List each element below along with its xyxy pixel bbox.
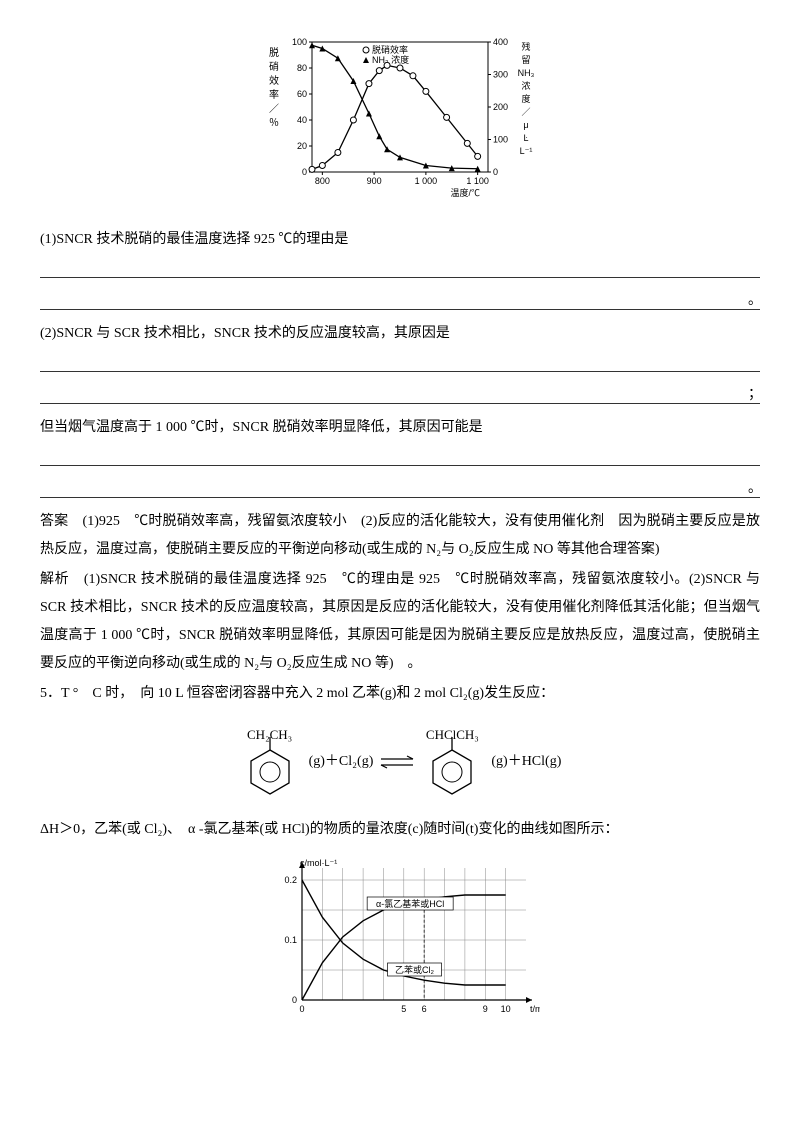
svg-text:6: 6 <box>422 1004 427 1014</box>
question-2a: (2)SNCR 与 SCR 技术相比，SNCR 技术的反应温度较高，其原因是 <box>40 320 760 348</box>
svg-text:乙苯或Cl₂: 乙苯或Cl₂ <box>395 964 434 975</box>
svg-text:α-氯乙基苯或HCl: α-氯乙基苯或HCl <box>376 898 444 909</box>
svg-text:／: ／ <box>269 103 279 115</box>
question-5-tail: ΔH＞0，乙苯(或 Cl₂)、 α -氯乙基苯(或 HCl)的物质的量浓度(c)… <box>40 816 760 844</box>
blank-line <box>40 288 760 310</box>
answer-block: 答案 (1)925 ℃时脱硝效率高，残留氨浓度较小 (2)反应的活化能较大，没有… <box>40 508 760 564</box>
explain-label: 解析 <box>40 572 69 587</box>
svg-text:μ: μ <box>523 120 528 130</box>
reaction-equation: CH₂CH₃ (g)＋Cl₂(g) CHClCH₃ (g)＋HCl(g) <box>40 722 760 802</box>
svg-text:残: 残 <box>521 41 530 52</box>
svg-text:800: 800 <box>315 176 330 186</box>
svg-text:9: 9 <box>483 1004 488 1014</box>
svg-text:留: 留 <box>521 54 530 65</box>
blank-line <box>40 476 760 498</box>
svg-text:0: 0 <box>292 995 297 1005</box>
benzene-ring-reactant: CH₂CH₃ <box>235 722 305 802</box>
explain-text: (1)SNCR 技术脱硝的最佳温度选择 925 ℃的理由是 925 ℃时脱硝效率… <box>40 572 760 671</box>
svg-text:效: 效 <box>269 74 279 87</box>
reaction-mid2: (g)＋HCl(g) <box>491 748 561 776</box>
question-1: (1)SNCR 技术脱硝的最佳温度选择 925 ℃的理由是 <box>40 226 760 254</box>
chart-1: 02040608010001002003004008009001 0001 10… <box>40 30 760 211</box>
svg-text:L⁻¹: L⁻¹ <box>520 146 533 156</box>
svg-text:1 100: 1 100 <box>466 176 489 186</box>
svg-text:NH₃ 浓度: NH₃ 浓度 <box>372 54 409 65</box>
svg-text:脱: 脱 <box>269 46 279 59</box>
svg-text:温度/℃: 温度/℃ <box>450 187 480 198</box>
svg-text:100: 100 <box>292 37 307 47</box>
blank-line <box>40 256 760 278</box>
svg-text:度: 度 <box>521 93 530 104</box>
svg-text:0.1: 0.1 <box>284 935 297 945</box>
svg-text:％: ％ <box>269 118 279 129</box>
svg-text:0: 0 <box>299 1004 304 1014</box>
reaction-mid1: (g)＋Cl₂(g) <box>309 748 374 776</box>
svg-text:Ŀ: Ŀ <box>523 133 528 143</box>
svg-text:率: 率 <box>269 88 279 101</box>
chart-2: 0 5 6 9 10 t/min 0 0.1 0.2c/mol·L⁻¹ α-氯乙基苯或HCl 乙苯或… <box>40 854 760 1035</box>
svg-text:1 000: 1 000 <box>415 176 438 186</box>
question-2b: 但当烟气温度高于 1 000 ℃时，SNCR 脱硝效率明显降低，其原因可能是 <box>40 414 760 442</box>
answer-text: (1)925 ℃时脱硝效率高，残留氨浓度较小 (2)反应的活化能较大，没有使用催… <box>40 514 760 557</box>
svg-text:100: 100 <box>493 135 508 145</box>
svg-text:10: 10 <box>501 1004 511 1014</box>
svg-text:NH₃: NH₃ <box>518 68 535 78</box>
explain-block: 解析 (1)SNCR 技术脱硝的最佳温度选择 925 ℃的理由是 925 ℃时脱… <box>40 566 760 678</box>
equilibrium-arrow-icon <box>377 754 417 770</box>
svg-text:200: 200 <box>493 102 508 112</box>
svg-text:20: 20 <box>297 141 307 151</box>
svg-text:400: 400 <box>493 37 508 47</box>
svg-text:40: 40 <box>297 115 307 125</box>
blank-line <box>40 444 760 466</box>
chart-2-svg: 0 5 6 9 10 t/min 0 0.1 0.2c/mol·L⁻¹ α-氯乙基苯或HCl 乙苯或… <box>260 854 540 1024</box>
svg-text:0: 0 <box>302 167 307 177</box>
svg-text:80: 80 <box>297 63 307 73</box>
svg-text:0: 0 <box>493 167 498 177</box>
svg-text:t/min: t/min <box>530 1004 540 1014</box>
blank-line <box>40 350 760 372</box>
blank-line <box>40 382 760 404</box>
svg-text:60: 60 <box>297 89 307 99</box>
svg-text:0.2: 0.2 <box>284 875 297 885</box>
svg-text:浓: 浓 <box>521 81 530 91</box>
answer-label: 答案 <box>40 514 68 529</box>
svg-text:／: ／ <box>521 107 530 117</box>
svg-text:900: 900 <box>367 176 382 186</box>
svg-text:5: 5 <box>401 1004 406 1014</box>
chart-1-svg: 02040608010001002003004008009001 0001 10… <box>260 30 540 200</box>
svg-text:c/mol·L⁻¹: c/mol·L⁻¹ <box>300 858 337 868</box>
question-5-intro: 5．T ° C 时， 向 10 L 恒容密闭容器中充入 2 mol 乙苯(g)和… <box>40 680 760 708</box>
benzene-ring-product: CHClCH₃ <box>417 722 487 802</box>
svg-text:300: 300 <box>493 70 508 80</box>
svg-text:硝: 硝 <box>269 60 279 73</box>
svg-text:脱硝效率: 脱硝效率 <box>372 44 408 55</box>
